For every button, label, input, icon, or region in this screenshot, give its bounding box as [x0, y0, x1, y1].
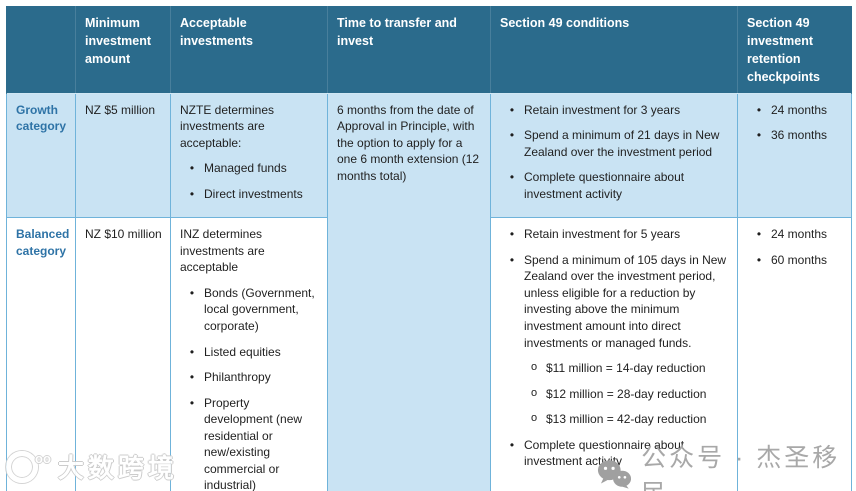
sub-bullet-item: o $11 million = 14-day reduction [522, 360, 729, 377]
balanced-conditions-cell: • Retain investment for 5 years • Spend a m… [490, 217, 738, 491]
balanced-acceptable-intro: INZ determines investments are acceptabl… [180, 227, 265, 275]
bullet-item: • Spend a minimum of 21 days in New Zeala… [500, 127, 729, 160]
bullet-item: • Listed equities [180, 344, 319, 361]
bullet-item: • 36 months [747, 127, 843, 144]
header-row: Minimum investment amount Acceptable inv… [6, 6, 852, 94]
bullet-glyph: • [756, 252, 762, 267]
bullet-text: Complete questionnaire about investment … [524, 437, 685, 469]
sub-bullet-item: o $13 million = 42-day reduction [522, 411, 729, 428]
bullet-item: • Managed funds [180, 160, 319, 177]
bullet-item: • Property development (new residential o… [180, 395, 319, 491]
bullet-text: Direct investments [204, 186, 303, 201]
growth-checkpoints-cell: • 24 months • 36 months [737, 92, 852, 219]
growth-acceptable-intro: NZTE determines investments are acceptab… [180, 102, 275, 150]
bullet-item: • Bonds (Government, local government, co… [180, 285, 319, 335]
bullet-text: 36 months [771, 128, 828, 143]
bullet-item: • Spend a minimum of 105 days in New Zeal… [500, 252, 729, 351]
circle-bullet-glyph: o [530, 361, 538, 374]
header-acceptable-investments: Acceptable investments [170, 6, 328, 94]
growth-conditions-list: • Retain investment for 3 years • Spend a m… [500, 102, 729, 203]
bullet-item: • Philanthropy [180, 369, 319, 386]
growth-acceptable-cell: NZTE determines investments are acceptab… [170, 92, 328, 219]
header-category [6, 6, 76, 94]
growth-minimum-amount: NZ $5 million [75, 92, 171, 219]
row-balanced-category: Balanced category NZ $10 million INZ det… [6, 217, 852, 491]
bullet-item: • Complete questionnaire about investment… [500, 169, 729, 202]
investment-categories-table: Minimum investment amount Acceptable inv… [6, 6, 852, 491]
bullet-text: Property development (new residential or… [204, 395, 303, 491]
balanced-minimum-amount: NZ $10 million [75, 217, 171, 491]
bullet-glyph: • [509, 102, 515, 117]
header-section49-conditions: Section 49 conditions [490, 6, 738, 94]
circle-bullet-glyph: o [530, 412, 538, 425]
bullet-item: • 24 months [747, 102, 843, 119]
bullet-text: Spend a minimum of 21 days in New Zealan… [524, 128, 720, 159]
growth-acceptable-list: • Managed funds • Direct investments [180, 160, 319, 202]
bullet-item: • 60 months [747, 252, 843, 269]
circle-bullet-glyph: o [530, 386, 538, 399]
bullet-text: $11 million = 14-day reduction [546, 361, 706, 376]
bullet-text: $12 million = 28-day reduction [546, 386, 707, 401]
bullet-glyph: • [189, 161, 195, 176]
header-minimum-investment: Minimum investment amount [75, 6, 171, 94]
header-section49-checkpoints: Section 49 investment retention checkpoi… [737, 6, 852, 94]
bullet-glyph: • [756, 128, 762, 143]
bullet-glyph: • [509, 128, 515, 143]
balanced-acceptable-list: • Bonds (Government, local government, co… [180, 285, 319, 491]
bullet-text: Retain investment for 5 years [524, 227, 681, 242]
bullet-glyph: • [189, 370, 195, 385]
row-growth-category: Growth category NZ $5 million NZTE deter… [6, 92, 852, 491]
bullet-text: Philanthropy [204, 370, 271, 385]
bullet-text: Retain investment for 3 years [524, 102, 681, 117]
growth-category-label: Growth category [6, 92, 76, 219]
time-to-transfer-cell: 6 months from the date of Approval in Pr… [327, 92, 491, 491]
bullet-text: Complete questionnaire about investment … [524, 170, 685, 201]
bullet-glyph: • [756, 102, 762, 117]
bullet-item: • Direct investments [180, 186, 319, 203]
bullet-item: • Retain investment for 3 years [500, 102, 729, 119]
sub-bullet-item: o $12 million = 28-day reduction [522, 386, 729, 403]
bullet-glyph: • [189, 395, 195, 410]
bullet-text: Managed funds [204, 161, 287, 176]
bullet-text: $13 million = 42-day reduction [546, 412, 707, 427]
bullet-text: Bonds (Government, local government, cor… [204, 285, 315, 333]
bullet-text: Spend a minimum of 105 days in New Zeala… [524, 252, 727, 350]
bullet-glyph: • [509, 437, 515, 452]
bullet-glyph: • [509, 227, 515, 242]
bullet-glyph: • [189, 344, 195, 359]
bullet-glyph: • [189, 285, 195, 300]
bullet-text: 24 months [771, 227, 828, 242]
bullet-glyph: • [509, 252, 515, 267]
header-time-to-transfer: Time to transfer and invest [327, 6, 491, 94]
bullet-text: Listed equities [204, 344, 281, 359]
balanced-category-label: Balanced category [6, 217, 76, 491]
balanced-acceptable-cell: INZ determines investments are acceptabl… [170, 217, 328, 491]
balanced-conditions-list: • Retain investment for 5 years • Spend a m… [500, 226, 729, 470]
bullet-glyph: • [756, 227, 762, 242]
growth-checkpoints-list: • 24 months • 36 months [747, 102, 843, 144]
growth-conditions-cell: • Retain investment for 3 years • Spend a m… [490, 92, 738, 219]
balanced-checkpoints-list: • 24 months • 60 months [747, 226, 843, 268]
bullet-item: • Complete questionnaire about investment… [500, 437, 729, 470]
bullet-text: 60 months [771, 252, 828, 267]
balanced-checkpoints-cell: • 24 months • 60 months [737, 217, 852, 491]
bullet-item: • Retain investment for 5 years [500, 226, 729, 243]
bullet-item: • 24 months [747, 226, 843, 243]
bullet-text: 24 months [771, 102, 828, 117]
bullet-glyph: • [509, 170, 515, 185]
bullet-glyph: • [189, 186, 195, 201]
